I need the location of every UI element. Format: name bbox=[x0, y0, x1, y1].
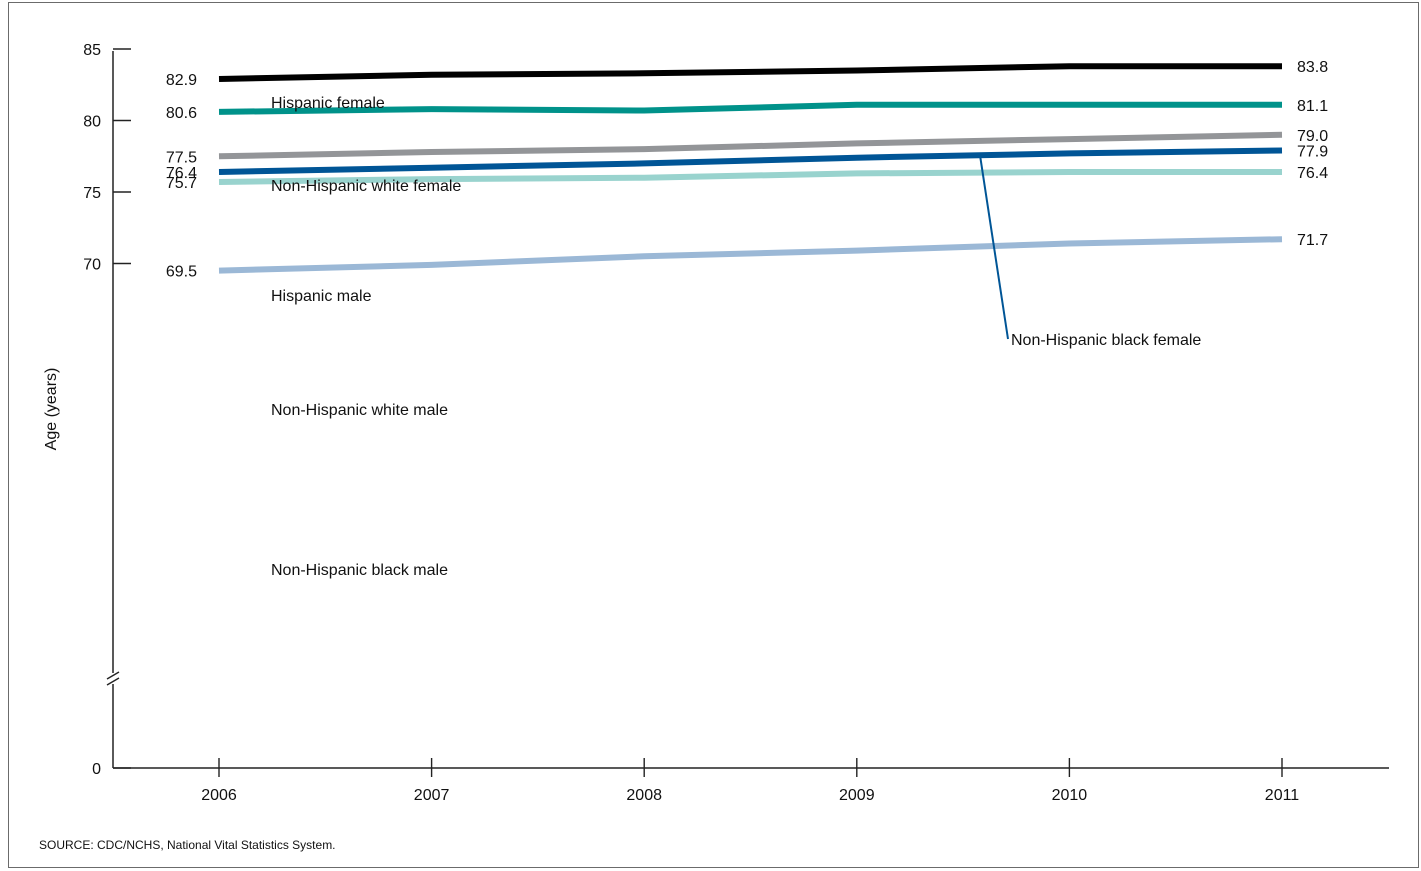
end-value-label: 81.1 bbox=[1297, 98, 1328, 115]
series-name-label: Non-Hispanic white male bbox=[271, 402, 448, 419]
start-value-label: 77.5 bbox=[166, 149, 197, 166]
source-note: SOURCE: CDC/NCHS, National Vital Statist… bbox=[39, 838, 336, 852]
series-line bbox=[218, 63, 1282, 82]
end-value-label: 71.7 bbox=[1297, 232, 1328, 249]
axis-break-gap bbox=[107, 674, 119, 683]
leader-line bbox=[979, 155, 1009, 340]
x-tick-label: 2011 bbox=[1265, 787, 1300, 804]
end-value-label: 76.4 bbox=[1297, 165, 1328, 182]
y-tick-label: 70 bbox=[83, 257, 101, 274]
series-line bbox=[218, 236, 1283, 274]
y-tick-label: 0 bbox=[92, 761, 101, 778]
end-value-label: 77.9 bbox=[1297, 144, 1328, 161]
start-value-label: 75.7 bbox=[166, 175, 197, 192]
x-tick-label: 2010 bbox=[1052, 787, 1088, 804]
start-value-label: 76.4 bbox=[166, 165, 197, 182]
axis-break-mark bbox=[106, 677, 120, 686]
x-tick-label: 2006 bbox=[201, 787, 237, 804]
axis-break-mark bbox=[106, 671, 120, 680]
end-value-label: 83.8 bbox=[1297, 59, 1328, 76]
start-value-label: 80.6 bbox=[166, 105, 197, 122]
y-tick-label: 85 bbox=[83, 42, 101, 59]
y-tick-label: 75 bbox=[83, 185, 101, 202]
series-layer bbox=[218, 63, 1283, 274]
series-name-label: Non-Hispanic white female bbox=[271, 178, 461, 195]
start-value-label: 82.9 bbox=[166, 72, 197, 89]
start-value-label: 69.5 bbox=[166, 264, 197, 281]
series-line bbox=[218, 131, 1283, 160]
y-axis-title: Age (years) bbox=[43, 368, 60, 451]
end-value-label: 79.0 bbox=[1297, 128, 1328, 145]
series-name-label: Non-Hispanic black male bbox=[271, 562, 448, 579]
axes: 0 70 75 80 85 2006 2007 2008 2009 2010 2011 Age (ye… bbox=[43, 42, 1389, 804]
x-tick-label: 2008 bbox=[626, 787, 662, 804]
series-name-label: Hispanic female bbox=[271, 95, 385, 112]
series-line bbox=[218, 101, 1282, 115]
series-line bbox=[218, 147, 1283, 175]
x-tick-label: 2009 bbox=[839, 787, 875, 804]
y-tick-label: 80 bbox=[83, 114, 101, 131]
series-line bbox=[218, 169, 1282, 185]
labels-layer: 82.983.880.6 81.177.579.076.477.975.776.4… bbox=[166, 59, 1328, 579]
series-name-label: Non-Hispanic black female bbox=[1011, 332, 1201, 349]
series-name-label: Hispanic male bbox=[271, 288, 372, 305]
x-tick-label: 2007 bbox=[414, 787, 450, 804]
